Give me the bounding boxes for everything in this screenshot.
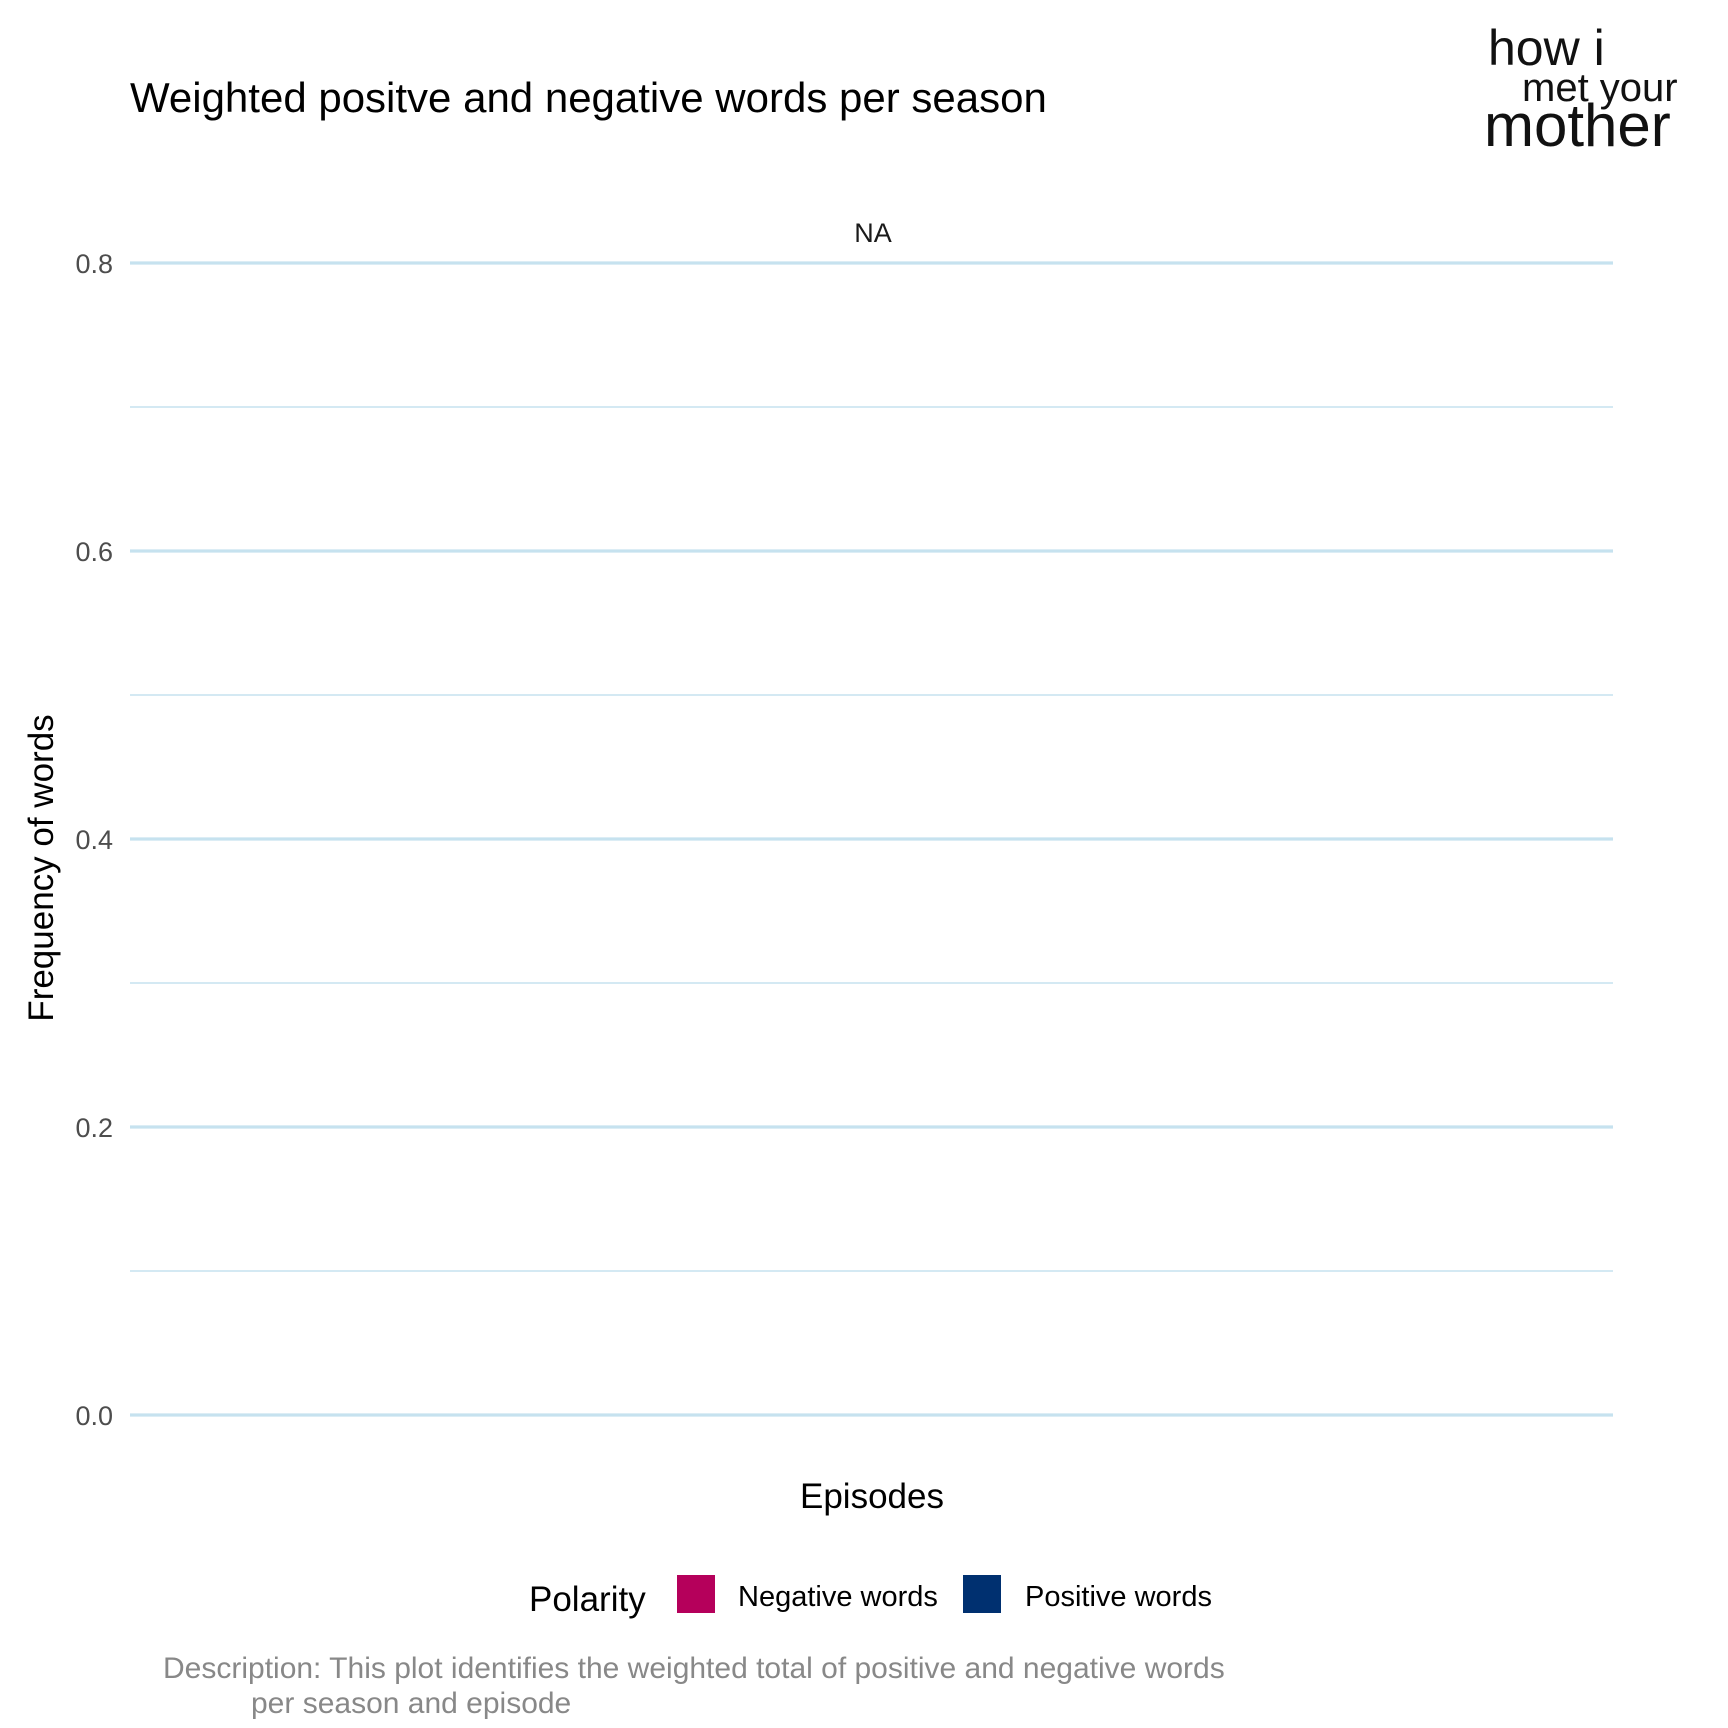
legend-title: Polarity — [529, 1580, 646, 1619]
y-axis-tick-labels: 0.0 0.2 0.4 0.6 0.8 — [75, 249, 113, 1431]
logo-line-2: met your — [1522, 66, 1678, 110]
legend-label-negative: Negative words — [738, 1581, 938, 1613]
legend-label-positive: Positive words — [1025, 1581, 1212, 1613]
major-gridlines — [130, 261, 1613, 1417]
y-tick-label-1: 0.2 — [75, 1113, 113, 1143]
logo-line-1: how i — [1488, 20, 1605, 76]
legend: Polarity Negative words Positive words — [529, 1575, 1212, 1619]
y-axis-title: Frequency of words — [22, 714, 61, 1021]
caption-line-2: per season and episode — [251, 1687, 571, 1720]
y-tick-label-4: 0.8 — [75, 249, 113, 279]
x-axis-title: Episodes — [800, 1477, 944, 1516]
show-logo: how i met your mother — [1484, 20, 1678, 159]
y-tick-label-3: 0.6 — [75, 537, 113, 567]
chart-title: Weighted positve and negative words per … — [130, 74, 1047, 121]
legend-swatch-positive — [963, 1575, 1001, 1613]
y-tick-label-0: 0.0 — [75, 1401, 113, 1431]
legend-swatch-negative — [677, 1575, 715, 1613]
caption-line-1: Description: This plot identifies the we… — [163, 1652, 1225, 1685]
logo-line-3: mother — [1484, 92, 1671, 159]
y-tick-label-2: 0.4 — [75, 825, 113, 855]
minor-gridlines — [130, 406, 1613, 1272]
facet-label: NA — [854, 218, 892, 248]
